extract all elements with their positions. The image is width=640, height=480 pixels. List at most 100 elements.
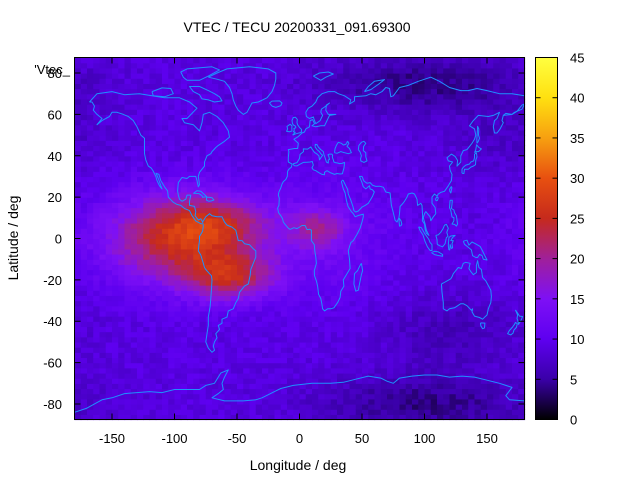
heatmap-cell (262, 326, 269, 333)
heatmap-cell (218, 300, 226, 307)
heatmap-cell (180, 243, 188, 250)
heatmap-cell (343, 285, 351, 291)
heatmap-cell (268, 264, 276, 271)
heatmap-cell (455, 388, 463, 395)
heatmap-cell (143, 372, 151, 379)
heatmap-cell (199, 295, 207, 302)
heatmap-cell (112, 238, 119, 245)
heatmap-cell (124, 372, 132, 379)
heatmap-cell (193, 217, 201, 224)
heatmap-cell (480, 124, 488, 131)
heatmap-cell (118, 331, 126, 338)
heatmap-cell (199, 352, 207, 359)
heatmap-cell (399, 140, 407, 147)
heatmap-cell (287, 362, 294, 369)
heatmap-cell (168, 310, 176, 317)
heatmap-cell (80, 109, 88, 115)
heatmap-cell (468, 222, 476, 229)
heatmap-cell (74, 67, 82, 74)
heatmap-cell (187, 367, 194, 374)
heatmap-cell (380, 114, 388, 121)
heatmap-cell (505, 93, 513, 100)
heatmap-cell (455, 78, 463, 84)
heatmap-cell (462, 233, 469, 240)
heatmap-cell (418, 398, 426, 405)
heatmap-cell (87, 129, 94, 136)
heatmap-cell (243, 243, 251, 250)
heatmap-cell (262, 388, 269, 395)
heatmap-cell (99, 290, 107, 296)
heatmap-cell (443, 135, 451, 141)
heatmap-cell (337, 347, 344, 353)
heatmap-cell (487, 222, 494, 229)
heatmap-cell (174, 114, 182, 121)
heatmap-cell (430, 160, 438, 167)
heatmap-cell (487, 269, 494, 276)
heatmap-cell (324, 129, 332, 136)
heatmap-cell (449, 269, 457, 276)
heatmap-cell (80, 202, 88, 209)
heatmap-cell (312, 228, 319, 234)
heatmap-cell (318, 222, 326, 229)
heatmap-cell (199, 310, 207, 317)
heatmap-cell (243, 145, 251, 152)
heatmap-cell (162, 347, 169, 353)
heatmap-cell (137, 305, 144, 312)
heatmap-cell (149, 383, 157, 390)
heatmap-cell (380, 372, 388, 379)
heatmap-cell (362, 372, 369, 379)
heatmap-cell (312, 285, 319, 291)
heatmap-cell (174, 347, 182, 353)
heatmap-cell (193, 78, 201, 84)
heatmap-cell (355, 217, 363, 224)
heatmap-cell (499, 403, 507, 410)
heatmap-cell (305, 238, 313, 245)
heatmap-cell (505, 362, 513, 369)
heatmap-cell (374, 83, 382, 90)
heatmap-cell (268, 228, 276, 234)
heatmap-cell (205, 181, 213, 188)
heatmap-cell (137, 129, 144, 136)
heatmap-cell (130, 254, 138, 260)
heatmap-cell (74, 119, 82, 126)
heatmap-cell (268, 269, 276, 276)
heatmap-cell (230, 155, 238, 162)
heatmap-cell (205, 207, 213, 214)
heatmap-cell (305, 362, 313, 369)
heatmap-cell (474, 202, 482, 209)
heatmap-cell (118, 140, 126, 147)
heatmap-cell (343, 414, 351, 421)
heatmap-cell (437, 155, 444, 162)
heatmap-cell (349, 331, 357, 338)
heatmap-cell (380, 248, 388, 255)
heatmap-cell (93, 336, 101, 343)
heatmap-cell (174, 140, 182, 147)
heatmap-cell (462, 290, 469, 296)
heatmap-cell (512, 166, 519, 172)
heatmap-cell (443, 176, 451, 183)
heatmap-cell (193, 403, 201, 410)
heatmap-cell (380, 83, 388, 90)
heatmap-cell (493, 316, 501, 322)
heatmap-cell (362, 310, 369, 317)
heatmap-cell (324, 233, 332, 240)
heatmap-cell (168, 155, 176, 162)
heatmap-cell (324, 98, 332, 105)
heatmap-cell (205, 316, 213, 322)
heatmap-cell (199, 176, 207, 183)
heatmap-cell (155, 166, 163, 172)
heatmap-cell (262, 57, 269, 64)
heatmap-cell (143, 176, 151, 183)
heatmap-cell (412, 398, 419, 405)
heatmap-cell (193, 202, 201, 209)
heatmap-cell (499, 67, 507, 74)
heatmap-cell (287, 305, 294, 312)
heatmap-cell (87, 326, 94, 333)
heatmap-cell (380, 119, 388, 126)
heatmap-cell (512, 290, 519, 296)
heatmap-cell (318, 228, 326, 234)
heatmap-cell (493, 305, 501, 312)
heatmap-cell (187, 326, 194, 333)
heatmap-cell (355, 259, 363, 265)
heatmap-cell (418, 160, 426, 167)
